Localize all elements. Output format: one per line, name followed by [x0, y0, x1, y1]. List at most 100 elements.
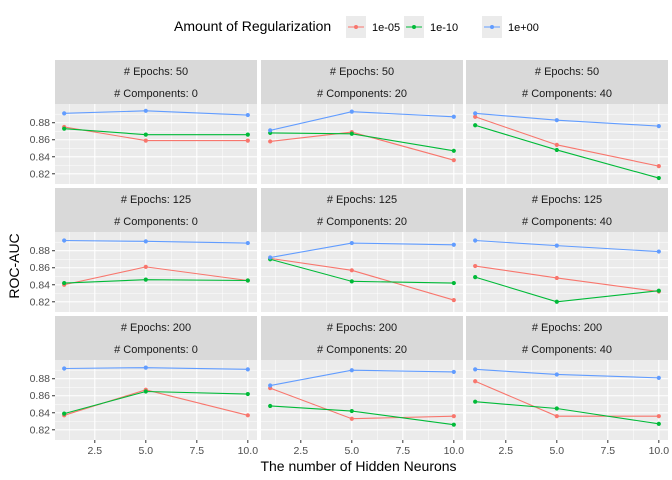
x-tick-label: 7.5 [190, 445, 205, 457]
data-point-1e-05 [554, 414, 559, 419]
x-tick-label: 5.0 [138, 445, 153, 457]
y-tick-label: 0.84 [30, 279, 51, 291]
data-point-1e-10 [473, 123, 478, 128]
data-point-1e+00 [451, 242, 456, 247]
data-point-1e+00 [245, 367, 250, 372]
legend-label: 1e+00 [508, 22, 539, 34]
data-point-1e+00 [268, 383, 273, 388]
data-point-1e+00 [473, 111, 478, 116]
facet-panel: # Epochs: 200 # Components: 20 2.5 5.0 7.5 10… [261, 316, 464, 457]
y-tick-label: 0.84 [30, 151, 51, 163]
y-tick-label: 0.84 [30, 407, 51, 419]
legend: Amount of Regularization 1e-05 1e-10 1e+00 [174, 16, 539, 38]
data-point-1e-05 [349, 416, 354, 421]
facet-panel: # Epochs: 50 # Components: 40 [466, 60, 668, 184]
x-tick-label: 2.5 [293, 445, 308, 457]
strip-epochs [466, 60, 668, 82]
y-tick-label: 0.88 [30, 373, 51, 385]
strip-epochs-label: # Epochs: 125 [532, 194, 602, 206]
data-point-1e+00 [554, 118, 559, 123]
data-point-1e+00 [554, 243, 559, 248]
strip-components-label: # Components: 40 [522, 216, 612, 228]
strip-components-label: # Components: 0 [114, 88, 198, 100]
strip-epochs-label: # Epochs: 50 [124, 66, 188, 78]
x-tick-label: 10.0 [238, 445, 259, 457]
data-point-1e-05 [349, 268, 354, 273]
data-point-1e-10 [656, 288, 661, 293]
panel-background [261, 104, 463, 184]
x-tick-label: 2.5 [87, 445, 102, 457]
facet-panel: # Epochs: 50 # Components: 20 [261, 60, 463, 184]
strip-epochs [55, 316, 257, 338]
data-point-1e-10 [143, 277, 148, 282]
facet-panels: # Epochs: 50 # Components: 0 0.82 0.84 0.86 0… [30, 60, 670, 457]
data-point-1e+00 [268, 255, 273, 260]
legend-item: 1e+00 [482, 16, 539, 38]
data-point-1e-05 [473, 114, 478, 119]
data-point-1e-05 [268, 139, 273, 144]
strip-components-label: # Components: 0 [114, 344, 198, 356]
strip-components [261, 210, 463, 232]
strip-epochs [55, 60, 257, 82]
strip-components [55, 338, 257, 360]
data-point-1e-10 [143, 132, 148, 137]
y-tick-label: 0.86 [30, 262, 51, 274]
facet-panel: # Epochs: 125 # Components: 0 0.82 0.84 0.86… [30, 188, 257, 312]
strip-components [466, 210, 668, 232]
data-point-1e-10 [245, 132, 250, 137]
strip-components-label: # Components: 20 [317, 216, 407, 228]
data-point-1e-05 [245, 413, 250, 418]
x-axis-title: The number of Hidden Neurons [260, 458, 456, 474]
strip-epochs [466, 316, 668, 338]
data-point-1e-05 [451, 158, 456, 163]
facet-panel: # Epochs: 200 # Components: 0 0.82 0.84 0.86… [30, 316, 259, 457]
x-tick-label: 10.0 [649, 445, 670, 457]
y-tick-label: 0.82 [30, 424, 51, 436]
legend-item: 1e-05 [346, 16, 400, 38]
data-point-1e-10 [473, 399, 478, 404]
data-point-1e-10 [451, 280, 456, 286]
data-point-1e+00 [656, 375, 661, 380]
data-point-1e+00 [349, 109, 354, 114]
data-point-1e-05 [451, 297, 456, 303]
x-tick-label: 10.0 [444, 445, 465, 457]
data-point-1e-10 [62, 411, 67, 416]
data-point-1e-10 [349, 131, 354, 136]
data-point-1e-10 [656, 421, 661, 426]
data-point-1e-05 [554, 142, 559, 147]
data-point-1e-05 [451, 414, 456, 419]
data-point-1e+00 [349, 240, 354, 246]
data-point-1e-10 [554, 406, 559, 411]
panel-background [261, 232, 463, 312]
legend-label: 1e-05 [372, 22, 400, 34]
strip-epochs [261, 60, 463, 82]
panel-background [55, 360, 257, 440]
legend-key-point [354, 25, 358, 29]
y-tick-label: 0.86 [30, 134, 51, 146]
data-point-1e+00 [143, 108, 148, 113]
x-tick-label: 5.0 [344, 445, 359, 457]
facet-panel: # Epochs: 125 # Components: 40 [466, 188, 668, 312]
strip-components [466, 82, 668, 104]
strip-epochs [261, 316, 463, 338]
data-point-1e-05 [245, 138, 250, 143]
strip-components-label: # Components: 20 [317, 344, 407, 356]
data-point-1e+00 [656, 249, 661, 254]
data-point-1e-10 [554, 299, 559, 304]
data-point-1e-05 [473, 263, 478, 269]
y-tick-label: 0.82 [30, 168, 51, 180]
data-point-1e+00 [62, 238, 67, 243]
strip-epochs [466, 188, 668, 210]
legend-key-point [490, 25, 494, 29]
y-tick-label: 0.86 [30, 390, 51, 402]
strip-components [261, 82, 463, 104]
strip-components-label: # Components: 40 [522, 344, 612, 356]
panel-background [466, 104, 668, 184]
data-point-1e-10 [451, 148, 456, 153]
data-point-1e-10 [349, 279, 354, 284]
data-point-1e-10 [656, 175, 661, 181]
y-tick-label: 0.88 [30, 117, 51, 129]
data-point-1e-10 [143, 389, 148, 394]
x-tick-label: 7.5 [601, 445, 616, 457]
